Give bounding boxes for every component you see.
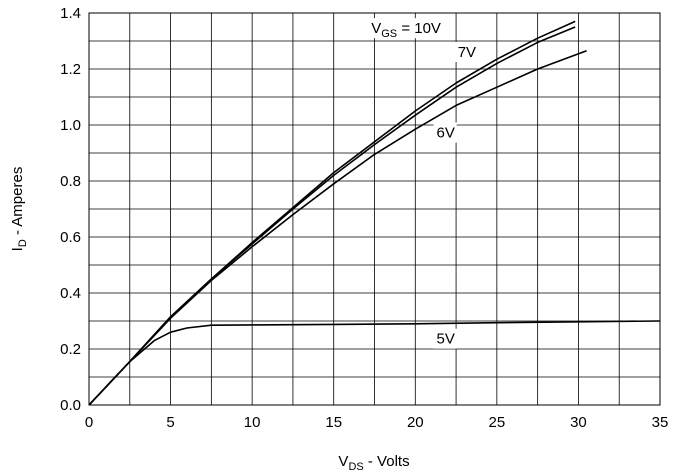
annotation-backing bbox=[368, 18, 448, 39]
curve-annotation-label: 5V bbox=[436, 331, 454, 348]
curve-series-2 bbox=[88, 26, 576, 406]
y-tick-label: 0.2 bbox=[60, 341, 81, 358]
x-tick-label: 30 bbox=[570, 414, 587, 431]
curve-annotation-label: 6V bbox=[436, 125, 454, 142]
y-tick-label: 0.0 bbox=[60, 397, 81, 414]
x-tick-label: 10 bbox=[244, 414, 261, 431]
curve-annotation-label: 7V bbox=[458, 44, 476, 61]
annotation-backing bbox=[433, 122, 457, 143]
y-tick-label: 1.4 bbox=[60, 5, 81, 22]
curve-annotation-label: VGS = 10V bbox=[371, 20, 441, 40]
y-tick-label: 1.2 bbox=[60, 61, 81, 78]
y-tick-label: 1.0 bbox=[60, 117, 81, 134]
curve-series-3 bbox=[88, 50, 587, 406]
y-tick-label: 0.8 bbox=[60, 173, 81, 190]
grid bbox=[89, 13, 660, 405]
x-tick-label: 15 bbox=[325, 414, 342, 431]
curve-series-4 bbox=[88, 320, 661, 406]
x-tick-label: 5 bbox=[166, 414, 174, 431]
annotations: VGS = 10V 7V 6V 5V bbox=[368, 18, 478, 349]
curves bbox=[88, 20, 661, 406]
x-tick-label: 20 bbox=[407, 414, 424, 431]
x-tick-label: 0 bbox=[85, 414, 93, 431]
annotation-backing bbox=[433, 328, 457, 349]
y-tick-label: 0.6 bbox=[60, 229, 81, 246]
x-tick-labels: 0 5 10 15 20 25 30 35 bbox=[85, 414, 669, 431]
annotation-backing bbox=[454, 41, 478, 62]
y-tick-label: 0.4 bbox=[60, 285, 81, 302]
y-tick-labels: 0.0 0.2 0.4 0.6 0.8 1.0 1.2 1.4 bbox=[60, 5, 81, 414]
y-axis-label: ID - Amperes bbox=[9, 167, 29, 252]
x-tick-label: 25 bbox=[489, 414, 506, 431]
x-tick-label: 35 bbox=[652, 414, 669, 431]
x-axis-label: VDS - Volts bbox=[338, 453, 409, 473]
